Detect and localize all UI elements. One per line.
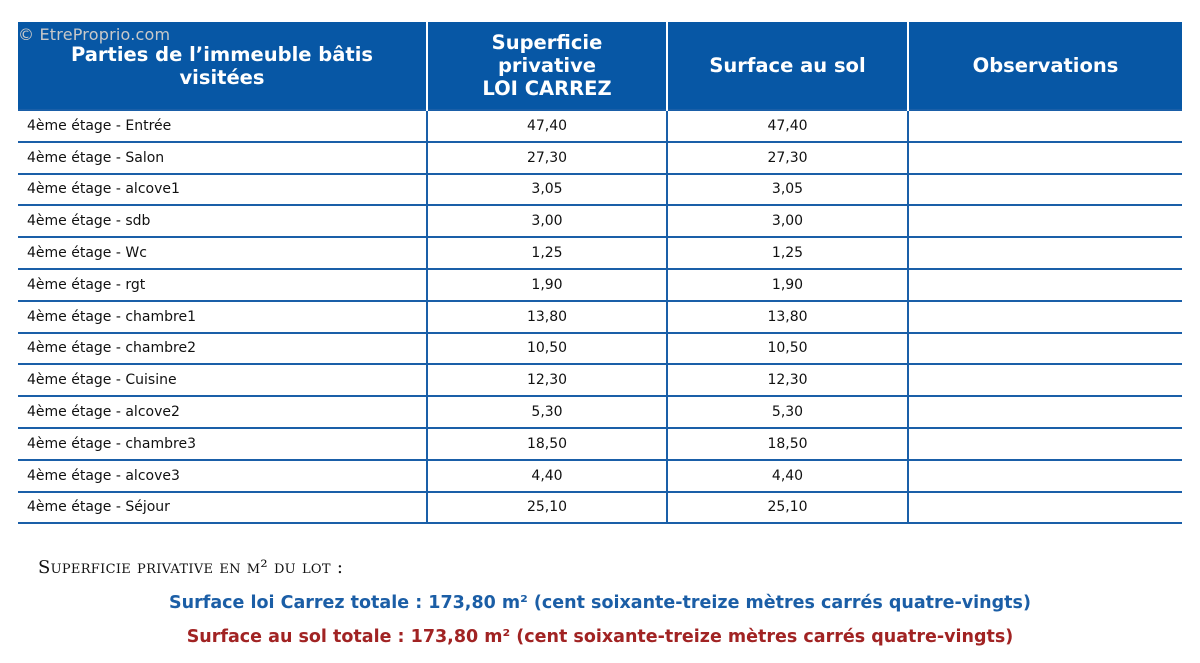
observations-cell [907, 268, 1182, 302]
sol-cell: 3,00 [666, 205, 908, 239]
header-parties: Parties de l’immeuble bâtis visitées [18, 22, 427, 110]
carrez-cell: 5,30 [426, 396, 667, 429]
sol-cell: 25,10 [666, 491, 908, 525]
observations-cell [907, 396, 1182, 429]
observations-cell [907, 205, 1182, 239]
carrez-cell: 1,25 [426, 237, 667, 270]
header-line: visitées [179, 65, 265, 89]
room-cell: 4ème étage - chambre3 [18, 427, 427, 461]
observations-cell [907, 427, 1182, 461]
surface-table: Parties de l’immeuble bâtis visitées Super… [18, 22, 1182, 525]
table-row: 4ème étage - chambre3 18,50 18,50 [18, 427, 1182, 461]
observations-cell [907, 491, 1182, 525]
room-cell: 4ème étage - sdb [18, 205, 427, 239]
table-row: 4ème étage - alcove1 3,05 3,05 [18, 173, 1182, 207]
sol-total: Surface au sol totale : 173,80 m² (cent … [186, 627, 1014, 647]
sol-cell: 10,50 [666, 332, 908, 366]
carrez-cell: 10,50 [426, 332, 667, 366]
carrez-cell: 12,30 [426, 364, 667, 398]
observations-cell [907, 141, 1182, 175]
observations-cell [907, 109, 1182, 143]
carrez-cell: 18,50 [426, 427, 667, 461]
observations-cell [907, 300, 1182, 334]
table-row: 4ème étage - sdb 3,00 3,00 [18, 205, 1182, 239]
table-body: 4ème étage - Entrée 47,40 47,40 4ème étage … [18, 109, 1182, 525]
sol-cell: 1,90 [666, 268, 908, 302]
sol-cell: 27,30 [666, 141, 908, 175]
header-surface-sol: Surface au sol [666, 22, 908, 110]
table-header: Parties de l’immeuble bâtis visitées Super… [18, 22, 1182, 110]
header-observations: Observations [907, 22, 1182, 110]
table-row: 4ème étage - Salon 27,30 27,30 [18, 141, 1182, 175]
observations-cell [907, 459, 1182, 493]
room-cell: 4ème étage - Cuisine [18, 364, 427, 398]
carrez-cell: 47,40 [426, 109, 667, 143]
sol-cell: 18,50 [666, 427, 908, 461]
header-superficie-carrez: Superficie privative LOI CARREZ [426, 22, 667, 110]
sol-cell: 3,05 [666, 173, 908, 207]
table-row: 4ème étage - Séjour 25,10 25,10 [18, 491, 1182, 525]
room-cell: 4ème étage - Wc [18, 237, 427, 270]
observations-cell [907, 173, 1182, 207]
room-cell: 4ème étage - alcove2 [18, 396, 427, 429]
table-row: 4ème étage - alcove2 5,30 5,30 [18, 396, 1182, 429]
header-line: Observations [972, 54, 1119, 77]
summary-label: Superficie privative en m² du lot : [38, 557, 344, 578]
sol-cell: 12,30 [666, 364, 908, 398]
carrez-cell: 13,80 [426, 300, 667, 334]
room-cell: 4ème étage - rgt [18, 268, 427, 302]
carrez-cell: 4,40 [426, 459, 667, 493]
header-line: LOI CARREZ [482, 77, 612, 100]
observations-cell [907, 332, 1182, 366]
carrez-cell: 25,10 [426, 491, 667, 525]
sol-cell: 4,40 [666, 459, 908, 493]
table-row: 4ème étage - Entrée 47,40 47,40 [18, 109, 1182, 143]
table-row: 4ème étage - Wc 1,25 1,25 [18, 237, 1182, 270]
room-cell: 4ème étage - Entrée [18, 109, 427, 143]
room-cell: 4ème étage - Séjour [18, 491, 427, 525]
watermark: © EtreProprio.com [18, 25, 171, 44]
observations-cell [907, 364, 1182, 398]
table-row: 4ème étage - chambre2 10,50 10,50 [18, 332, 1182, 366]
sol-cell: 5,30 [666, 396, 908, 429]
room-cell: 4ème étage - alcove1 [18, 173, 427, 207]
header-line: privative [497, 54, 597, 77]
header-line: Parties de l’immeuble bâtis [70, 42, 374, 66]
header-line: Superficie [491, 31, 603, 54]
room-cell: 4ème étage - chambre1 [18, 300, 427, 334]
sol-cell: 47,40 [666, 109, 908, 143]
table-row: 4ème étage - Cuisine 12,30 12,30 [18, 364, 1182, 398]
sol-cell: 1,25 [666, 237, 908, 270]
table-row: 4ème étage - chambre1 13,80 13,80 [18, 300, 1182, 334]
room-cell: 4ème étage - Salon [18, 141, 427, 175]
header-line: Surface au sol [709, 54, 866, 77]
carrez-total: Surface loi Carrez totale : 173,80 m² (c… [169, 593, 1031, 613]
observations-cell [907, 237, 1182, 270]
sol-cell: 13,80 [666, 300, 908, 334]
table-row: 4ème étage - rgt 1,90 1,90 [18, 268, 1182, 302]
room-cell: 4ème étage - alcove3 [18, 459, 427, 493]
room-cell: 4ème étage - chambre2 [18, 332, 427, 366]
carrez-cell: 3,00 [426, 205, 667, 239]
carrez-cell: 1,90 [426, 268, 667, 302]
table-row: 4ème étage - alcove3 4,40 4,40 [18, 459, 1182, 493]
carrez-cell: 27,30 [426, 141, 667, 175]
carrez-cell: 3,05 [426, 173, 667, 207]
